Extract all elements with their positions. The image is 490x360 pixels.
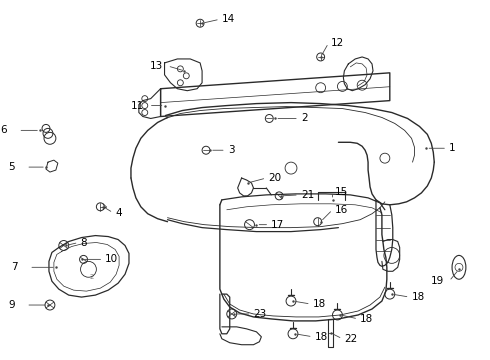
Text: 8: 8 [80, 238, 87, 248]
Text: 6: 6 [0, 125, 7, 135]
Text: 18: 18 [313, 299, 326, 309]
Text: 3: 3 [228, 145, 234, 155]
Text: 11: 11 [131, 100, 144, 111]
Text: 9: 9 [8, 300, 15, 310]
Text: 18: 18 [360, 314, 373, 324]
Text: 7: 7 [11, 262, 18, 272]
Text: 16: 16 [335, 205, 348, 215]
Text: 1: 1 [449, 143, 456, 153]
Text: 5: 5 [8, 162, 15, 172]
Text: 18: 18 [315, 332, 328, 342]
Text: 15: 15 [335, 187, 348, 197]
Text: 17: 17 [271, 220, 285, 230]
Text: 10: 10 [105, 255, 119, 264]
Text: 19: 19 [431, 276, 444, 286]
Text: 18: 18 [412, 292, 425, 302]
Text: 4: 4 [115, 208, 122, 218]
Text: 2: 2 [301, 113, 308, 123]
Text: 2: 2 [89, 274, 94, 280]
Text: 12: 12 [331, 38, 344, 48]
Text: 22: 22 [344, 334, 358, 344]
Text: 20: 20 [269, 173, 281, 183]
Text: 21: 21 [301, 190, 314, 200]
Text: 14: 14 [222, 14, 235, 24]
Text: 23: 23 [253, 309, 267, 319]
Text: 13: 13 [150, 61, 163, 71]
